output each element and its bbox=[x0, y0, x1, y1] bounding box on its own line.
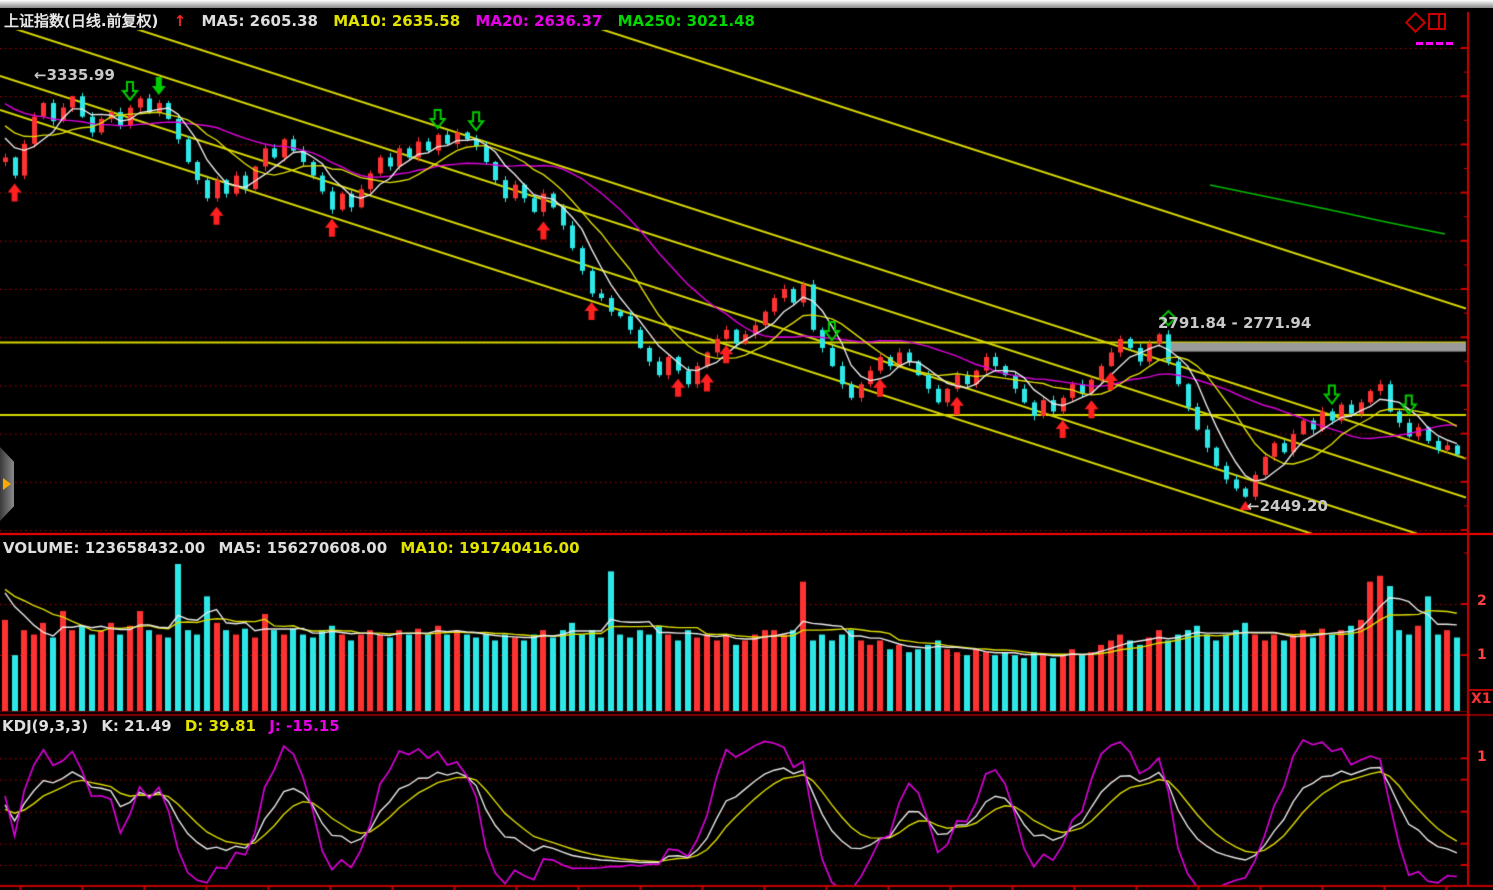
dashed-line-indicator bbox=[1416, 30, 1456, 45]
sidebar-expand-handle[interactable] bbox=[0, 447, 14, 521]
expand-arrow-icon bbox=[3, 478, 11, 490]
window-top-strip bbox=[0, 0, 1493, 8]
split-window-icon[interactable] bbox=[1428, 13, 1446, 30]
split-window-divider bbox=[1438, 15, 1440, 28]
